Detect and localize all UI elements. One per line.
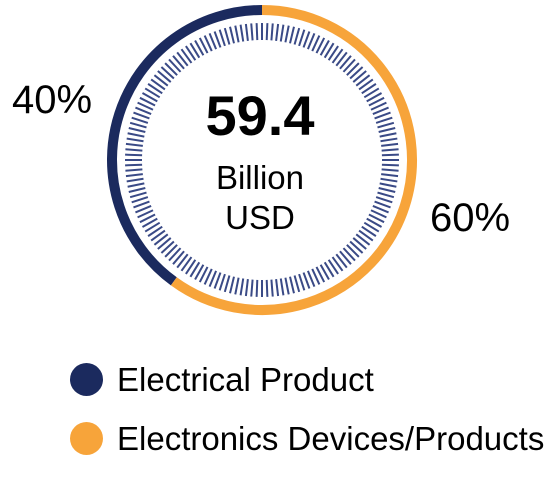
donut-chart [107,5,417,315]
legend-label-electronics: Electronics Devices/Products [117,419,545,457]
center-unit-line2: USD [225,199,295,236]
legend-item-electrical: Electrical Product [70,360,544,398]
legend: Electrical Product Electronics Devices/P… [70,360,544,478]
slice-label-electrical: 40% [12,78,93,122]
legend-swatch-electrical [70,362,103,396]
tick-ring [125,23,399,297]
slice-electrical [107,5,263,286]
center-total-value: 59.4 [205,84,315,147]
legend-label-electrical: Electrical Product [117,360,374,398]
legend-swatch-electronics [70,421,103,455]
legend-item-electronics: Electronics Devices/Products [70,419,544,457]
slice-label-electronics: 60% [430,196,511,240]
center-unit: Billion USD [160,158,360,238]
donut-slices [107,5,417,315]
center-unit-line1: Billion [215,159,305,196]
slice-electronics [170,5,417,315]
